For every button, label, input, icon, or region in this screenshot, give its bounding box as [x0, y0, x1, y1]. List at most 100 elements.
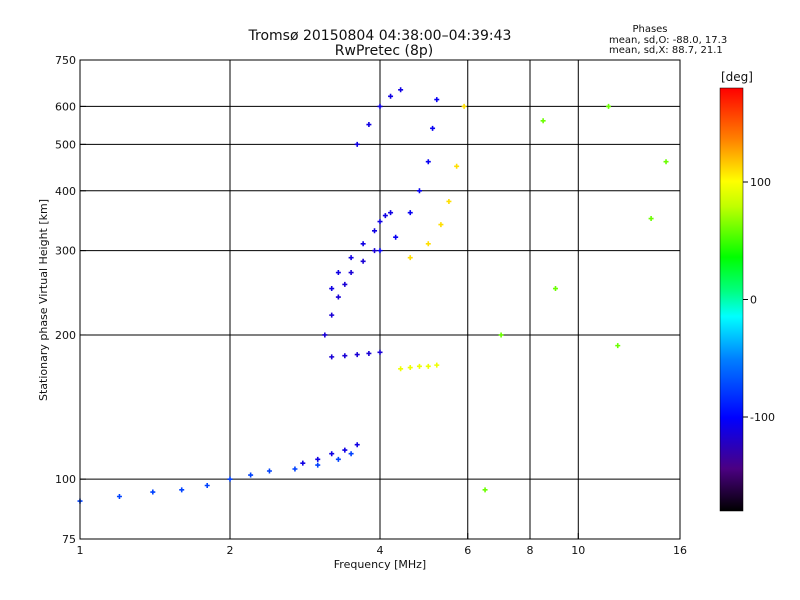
data-point	[179, 487, 185, 493]
data-point	[377, 219, 383, 225]
x-tick-label: 8	[527, 544, 534, 557]
data-point	[388, 93, 394, 99]
data-point	[425, 159, 431, 165]
data-point	[315, 456, 321, 462]
data-point	[552, 286, 558, 292]
data-point	[315, 462, 321, 468]
y-tick-label: 200	[55, 329, 76, 342]
phases-heading: Phases	[632, 24, 667, 35]
x-axis-ticks: 1 2 4 6 8 10 16	[77, 533, 687, 557]
x-axis-label: Frequency [MHz]	[334, 558, 426, 571]
data-point	[150, 489, 156, 495]
data-point	[360, 258, 366, 264]
y-tick-label: 75	[62, 533, 76, 546]
data-point	[342, 447, 348, 453]
data-point	[116, 494, 122, 499]
data-point	[322, 332, 328, 338]
data-point	[398, 87, 404, 93]
data-point	[425, 363, 431, 369]
y-tick-label: 300	[55, 245, 76, 258]
data-point	[377, 248, 383, 254]
grid-lines	[80, 60, 680, 539]
data-point	[407, 210, 413, 216]
data-point	[354, 442, 360, 448]
data-point	[377, 349, 383, 355]
phases-x-stats: mean, sd,X: 88.7, 21.1	[609, 45, 723, 56]
y-tick-label: 500	[55, 138, 76, 151]
y-tick-label: 400	[55, 185, 76, 198]
x-tick-label: 10	[571, 544, 585, 557]
data-point	[300, 460, 306, 466]
data-point	[615, 343, 621, 349]
data-point	[393, 234, 399, 240]
data-point	[366, 122, 372, 128]
y-axis-ticks: 75 100 200 300 400 500 600 750	[55, 54, 86, 546]
data-point	[454, 163, 460, 169]
data-point	[360, 241, 366, 247]
data-point	[606, 103, 612, 109]
chart-title: Tromsø 20150804 04:38:00–04:39:43	[248, 28, 512, 44]
chart-subtitle: RwPretec (8p)	[335, 43, 433, 59]
data-point	[434, 362, 440, 368]
x-tick-label: 16	[673, 544, 687, 557]
colorbar-ticks: 100 0 -100	[743, 176, 775, 424]
data-point	[498, 332, 504, 338]
data-points	[77, 87, 669, 504]
x-tick-label: 1	[77, 544, 84, 557]
data-point	[204, 482, 210, 488]
data-point	[335, 456, 341, 462]
data-point	[416, 363, 422, 369]
data-point	[388, 210, 394, 216]
data-point	[329, 451, 335, 457]
x-tick-label: 4	[377, 544, 384, 557]
data-point	[416, 188, 422, 194]
data-point	[348, 270, 354, 276]
data-point	[292, 466, 298, 472]
data-point	[335, 294, 341, 300]
data-point	[398, 366, 404, 372]
data-point	[663, 159, 669, 165]
data-point	[407, 255, 413, 261]
data-point	[348, 255, 354, 261]
colorbar-tick-label: -100	[750, 411, 775, 424]
data-point	[461, 103, 467, 109]
data-point	[266, 468, 272, 474]
phases-o-stats: mean, sd,O: -88.0, 17.3	[609, 35, 727, 46]
data-point	[335, 270, 341, 276]
x-tick-label: 6	[464, 544, 471, 557]
y-tick-label: 100	[55, 473, 76, 486]
data-point	[342, 353, 348, 359]
data-point	[407, 365, 413, 371]
data-point	[342, 281, 348, 287]
data-point	[372, 228, 378, 234]
data-point	[648, 216, 654, 222]
data-point	[329, 286, 335, 292]
data-point	[329, 312, 335, 318]
data-point	[434, 97, 440, 103]
data-point	[482, 487, 488, 493]
data-point	[430, 125, 436, 131]
data-point	[354, 141, 360, 147]
colorbar-label: [deg]	[721, 70, 753, 84]
data-point	[377, 103, 383, 109]
colorbar	[719, 87, 744, 512]
data-point	[354, 352, 360, 358]
data-point	[348, 451, 354, 457]
data-point	[425, 241, 431, 247]
data-point	[540, 118, 546, 124]
x-tick-label: 2	[227, 544, 234, 557]
y-axis-label: Stationary phase Virtual Height [km]	[37, 199, 50, 401]
data-point	[227, 476, 233, 482]
data-point	[248, 472, 254, 478]
y-tick-label: 750	[55, 54, 76, 67]
data-point	[438, 222, 444, 228]
data-point	[446, 198, 452, 204]
data-point	[372, 248, 378, 254]
colorbar-tick-label: 100	[750, 176, 771, 189]
colorbar-tick-label: 0	[750, 294, 757, 307]
data-point	[366, 350, 372, 356]
data-point	[382, 213, 388, 219]
data-point	[329, 354, 335, 360]
y-tick-label: 600	[55, 100, 76, 113]
